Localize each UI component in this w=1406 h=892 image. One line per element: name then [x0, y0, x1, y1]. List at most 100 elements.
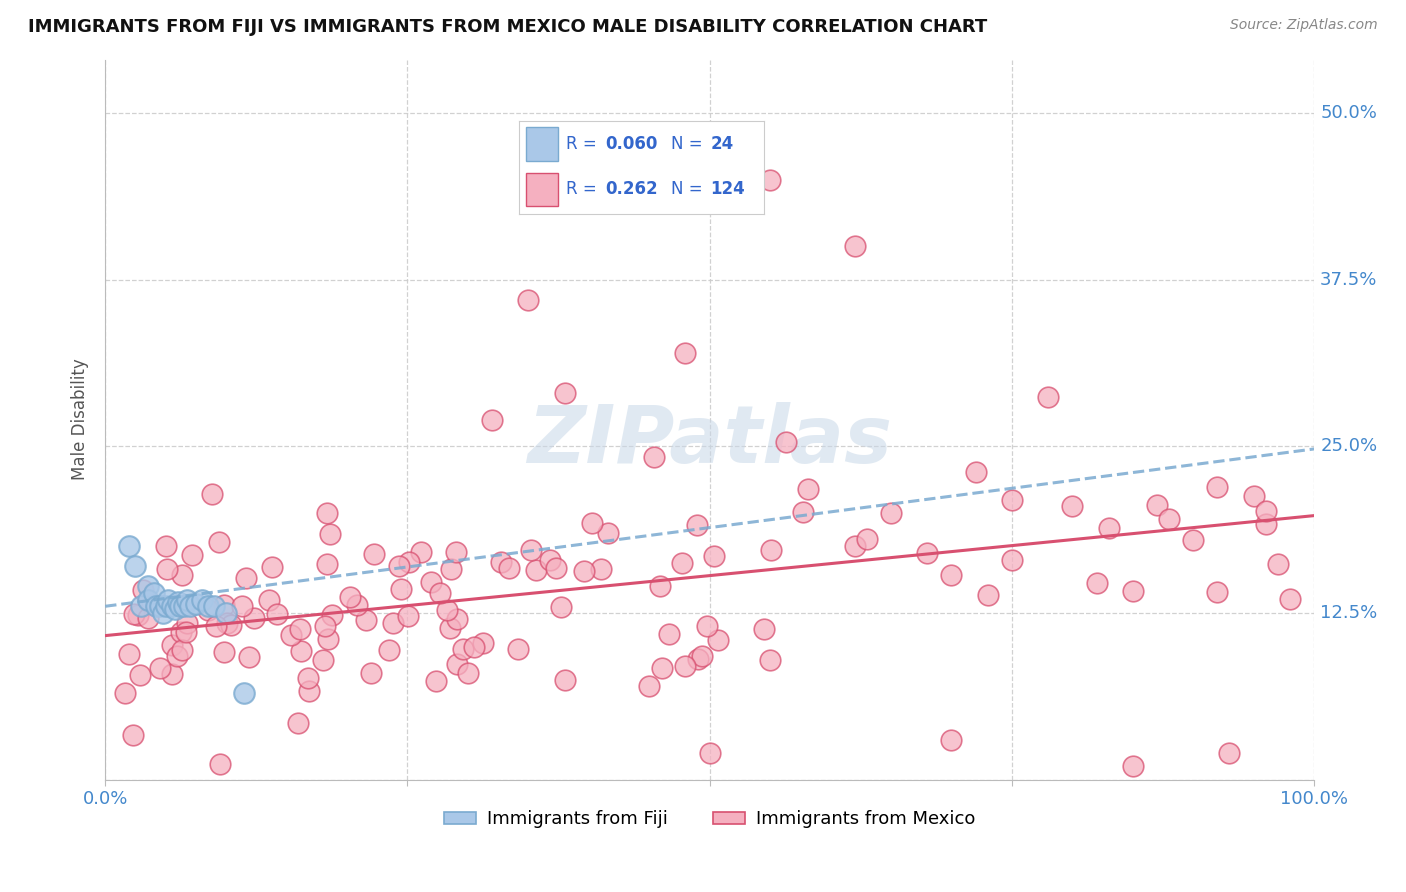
Point [439, 562, 461, 576]
Point [160, 599, 183, 614]
Point [136, 579, 159, 593]
Point [675, 346, 697, 360]
Point [489, 555, 512, 569]
Point [166, 649, 188, 664]
Point [257, 593, 280, 607]
Point [703, 549, 725, 563]
Point [156, 561, 179, 575]
Point [122, 607, 145, 621]
Point [1122, 759, 1144, 773]
Point [591, 562, 613, 576]
Text: 24: 24 [710, 135, 734, 153]
Point [429, 586, 451, 600]
Point [363, 547, 385, 561]
Text: 124: 124 [710, 180, 745, 198]
Point [1146, 499, 1168, 513]
Point [941, 732, 963, 747]
Point [538, 553, 561, 567]
Point [446, 612, 468, 626]
Point [346, 599, 368, 613]
Point [235, 571, 257, 585]
Point [965, 465, 987, 479]
Point [1218, 746, 1240, 760]
Text: ZIPatlas: ZIPatlas [527, 402, 893, 480]
Point [184, 597, 207, 611]
Point [287, 715, 309, 730]
Point [1206, 480, 1229, 494]
Point [420, 574, 443, 589]
Point [696, 619, 718, 633]
Point [796, 482, 818, 496]
Point [288, 622, 311, 636]
Point [233, 686, 256, 700]
Point [378, 643, 401, 657]
Point [169, 599, 191, 614]
Point [160, 639, 183, 653]
Point [471, 636, 494, 650]
Point [297, 671, 319, 685]
Point [481, 412, 503, 426]
Point [354, 613, 377, 627]
Point [122, 728, 145, 742]
Point [155, 599, 177, 614]
Point [917, 546, 939, 560]
Point [136, 592, 159, 607]
Point [215, 606, 238, 620]
Point [1267, 558, 1289, 572]
Point [396, 608, 419, 623]
Point [149, 660, 172, 674]
Point [1157, 511, 1180, 525]
Legend: Immigrants from Fiji, Immigrants from Mexico: Immigrants from Fiji, Immigrants from Me… [436, 803, 983, 836]
Point [316, 632, 339, 646]
Point [197, 602, 219, 616]
Point [425, 673, 447, 688]
Point [844, 540, 866, 554]
Point [581, 516, 603, 530]
Point [643, 450, 665, 464]
Point [550, 599, 572, 614]
Text: IMMIGRANTS FROM FIJI VS IMMIGRANTS FROM MEXICO MALE DISABILITY CORRELATION CHART: IMMIGRANTS FROM FIJI VS IMMIGRANTS FROM … [28, 18, 987, 36]
Point [520, 542, 543, 557]
Point [671, 556, 693, 570]
Point [339, 591, 361, 605]
Point [221, 617, 243, 632]
Point [439, 621, 461, 635]
Point [174, 624, 197, 639]
Point [319, 527, 342, 541]
Point [1254, 517, 1277, 532]
Point [298, 684, 321, 698]
Text: R =: R = [565, 135, 602, 153]
Text: 37.5%: 37.5% [1320, 270, 1378, 289]
Point [453, 641, 475, 656]
Point [398, 555, 420, 569]
Point [506, 642, 529, 657]
Point [166, 595, 188, 609]
Point [1243, 489, 1265, 503]
Point [212, 645, 235, 659]
Point [690, 648, 713, 663]
FancyBboxPatch shape [526, 173, 558, 206]
Point [131, 599, 153, 614]
Point [142, 586, 165, 600]
Point [759, 652, 782, 666]
Text: 50.0%: 50.0% [1320, 104, 1376, 122]
Point [160, 666, 183, 681]
Point [316, 506, 339, 520]
Point [208, 535, 231, 549]
Point [231, 599, 253, 613]
Point [132, 582, 155, 597]
Point [316, 557, 339, 571]
Point [152, 606, 174, 620]
Point [165, 602, 187, 616]
Point [754, 623, 776, 637]
Point [686, 517, 709, 532]
Point [238, 650, 260, 665]
Point [699, 746, 721, 760]
Point [208, 756, 231, 771]
Point [524, 563, 547, 577]
Point [312, 652, 335, 666]
Point [201, 486, 224, 500]
Point [212, 598, 235, 612]
Point [409, 545, 432, 559]
Point [114, 686, 136, 700]
